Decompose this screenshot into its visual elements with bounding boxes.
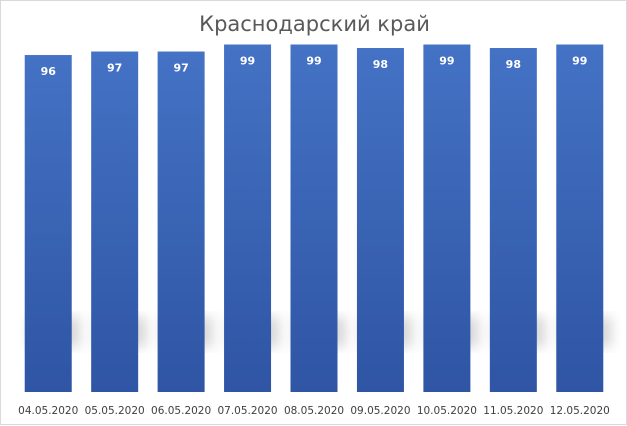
data-label: 99: [240, 55, 255, 68]
bar-10.05.2020: [423, 44, 471, 392]
bar-12.05.2020: [556, 44, 604, 392]
bar-05.05.2020: [91, 51, 139, 392]
x-tick-label: 06.05.2020: [151, 405, 211, 417]
x-tick-label: 07.05.2020: [217, 405, 277, 417]
bar-04.05.2020: [24, 55, 72, 392]
data-label: 98: [373, 58, 388, 71]
bars: [24, 44, 604, 393]
x-tick-label: 08.05.2020: [284, 405, 344, 417]
bar-11.05.2020: [489, 48, 537, 393]
data-label: 99: [439, 55, 454, 68]
bar-07.05.2020: [224, 44, 272, 392]
x-tick-label: 12.05.2020: [550, 405, 610, 417]
x-tick-label: 10.05.2020: [417, 405, 477, 417]
x-tick-label: 04.05.2020: [18, 405, 78, 417]
data-label: 96: [41, 65, 57, 78]
data-labels: 96 97 97 99 99 98 99 98 99: [41, 55, 588, 79]
x-tick-label: 05.05.2020: [85, 405, 145, 417]
x-tick-label: 11.05.2020: [483, 405, 543, 417]
data-label: 99: [306, 55, 321, 68]
data-label: 98: [506, 58, 521, 71]
bar-09.05.2020: [356, 48, 404, 393]
bar-08.05.2020: [290, 44, 338, 392]
bar-06.05.2020: [157, 51, 205, 392]
x-axis-ticks: 04.05.2020 05.05.2020 06.05.2020 07.05.2020…: [18, 405, 610, 417]
x-tick-label: 09.05.2020: [350, 405, 410, 417]
data-label: 97: [107, 62, 122, 75]
data-label: 99: [572, 55, 587, 68]
data-label: 97: [173, 62, 188, 75]
chart-title: Краснодарский край: [199, 12, 430, 36]
